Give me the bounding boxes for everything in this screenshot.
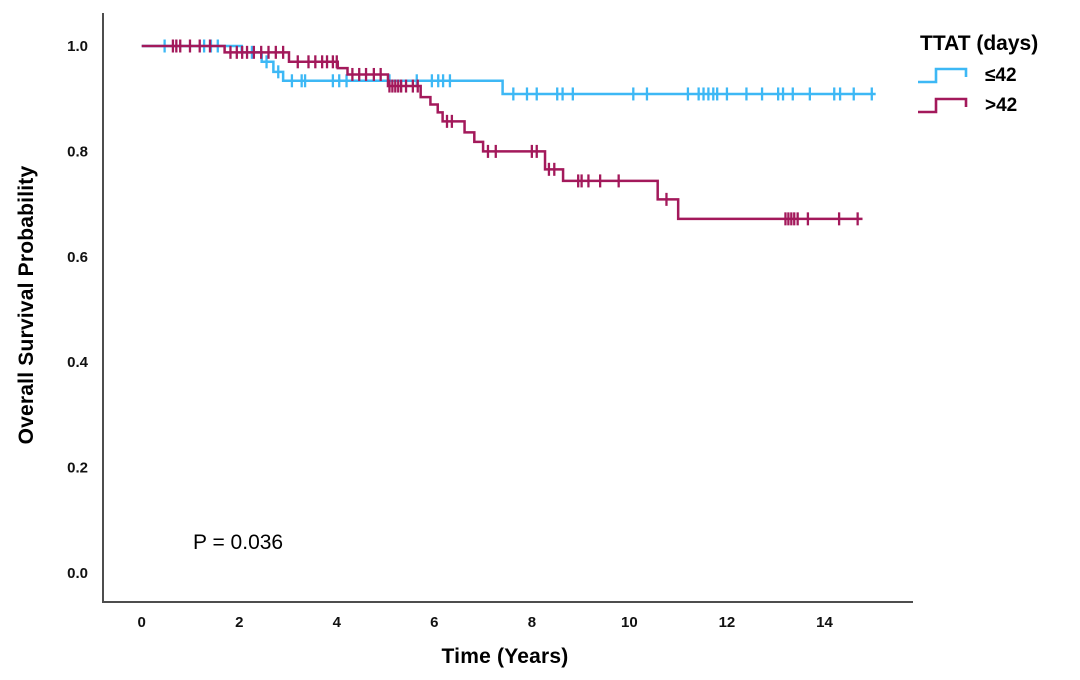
svg-text:4: 4 [333,614,342,631]
survival-curve [141,44,863,221]
legend-entry-le42: ≤42 [916,65,1038,87]
svg-text:0.4: 0.4 [67,354,89,371]
legend-entry-gt42: >42 [916,95,1038,117]
svg-text:12: 12 [719,614,736,631]
legend: TTAT (days) ≤42 >42 [916,32,1038,125]
legend-symbol-le42-icon [918,67,968,84]
svg-text:0: 0 [138,614,146,631]
svg-text:0.6: 0.6 [67,249,88,266]
legend-title: TTAT (days) [920,32,1039,55]
svg-text:8: 8 [528,614,536,631]
svg-text:6: 6 [430,614,438,631]
x-axis-title: Time (Years) [441,645,569,668]
legend-symbol-gt42-icon [918,97,968,114]
legend-label-gt42: >42 [985,95,1018,116]
svg-text:14: 14 [816,614,833,631]
y-axis-title: Overall Survival Probability [15,165,38,445]
svg-text:10: 10 [621,614,638,631]
svg-text:0.2: 0.2 [67,460,88,477]
svg-text:0.8: 0.8 [67,143,88,160]
svg-text:2: 2 [235,614,243,631]
legend-label-le42: ≤42 [985,65,1017,86]
svg-text:1.0: 1.0 [67,38,88,55]
p-value-annotation: P = 0.036 [193,531,284,554]
svg-text:0.0: 0.0 [67,565,88,582]
